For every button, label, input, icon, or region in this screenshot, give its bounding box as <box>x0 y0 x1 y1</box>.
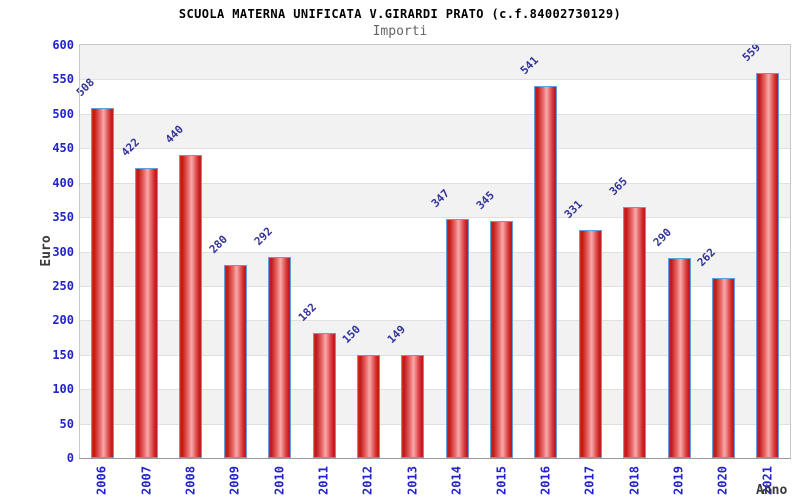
bar-2011 <box>312 332 336 458</box>
x-tick-label: 2015 <box>494 466 509 495</box>
bar-2020 <box>711 277 735 458</box>
y-tick-label: 350 <box>52 210 74 225</box>
y-tick-label: 250 <box>52 278 74 293</box>
bar-2010 <box>268 257 292 458</box>
bar-2018 <box>623 206 647 458</box>
bar-2014 <box>445 219 469 458</box>
x-tick-label: 2011 <box>316 466 331 495</box>
y-tick-label: 550 <box>52 72 74 87</box>
x-tick-label: 2016 <box>538 466 553 495</box>
y-tick-label: 300 <box>52 244 74 259</box>
y-tick-label: 50 <box>59 416 74 431</box>
x-tick-label: 2012 <box>360 466 375 495</box>
y-tick-label: 450 <box>52 141 74 156</box>
y-tick-label: 200 <box>52 313 74 328</box>
chart-title: SCUOLA MATERNA UNIFICATA V.GIRARDI PRATO… <box>178 7 622 21</box>
x-axis-line <box>79 458 791 459</box>
x-tick-label: 2009 <box>227 466 242 495</box>
x-tick-label: 2017 <box>582 466 597 495</box>
y-tick-label: 400 <box>52 175 74 190</box>
x-tick-label: 2018 <box>627 466 642 495</box>
chart-subtitle: Importi <box>372 24 428 39</box>
bar-2013 <box>401 355 425 458</box>
x-tick-label: 2019 <box>671 466 686 495</box>
x-tick-label: 2020 <box>715 466 730 495</box>
y-axis-title: Euro <box>39 235 54 267</box>
bar-2008 <box>179 155 203 458</box>
grid-band <box>80 45 790 80</box>
x-tick-label: 2010 <box>272 466 287 495</box>
y-tick-label: 600 <box>52 38 74 52</box>
x-tick-label: 2013 <box>405 466 420 495</box>
y-tick-label: 500 <box>52 106 74 121</box>
bar-2009 <box>223 265 247 458</box>
y-tick-label: 100 <box>52 382 74 397</box>
bar-2006 <box>90 108 114 458</box>
plot-area: 508 422 440 280 292 182 150 149 347 345 541 331 365 2… <box>74 41 790 458</box>
y-tick-label: 150 <box>52 347 74 362</box>
grid-band <box>80 113 790 149</box>
bar-2015 <box>490 220 514 458</box>
bar-2017 <box>578 230 602 458</box>
bar-2016 <box>534 85 558 458</box>
x-axis-title: Anno <box>756 483 788 498</box>
bar-2021 <box>756 73 780 458</box>
x-tick-label: 2007 <box>139 466 154 495</box>
grid-band <box>80 79 790 114</box>
bar-2012 <box>356 354 380 458</box>
bar-2019 <box>667 258 691 458</box>
x-tick-label: 2008 <box>183 466 198 495</box>
bar-2007 <box>135 167 159 458</box>
x-tick-label: 2014 <box>449 466 464 495</box>
y-tick-label: 0 <box>66 451 74 465</box>
x-tick-label: 2006 <box>94 466 109 495</box>
